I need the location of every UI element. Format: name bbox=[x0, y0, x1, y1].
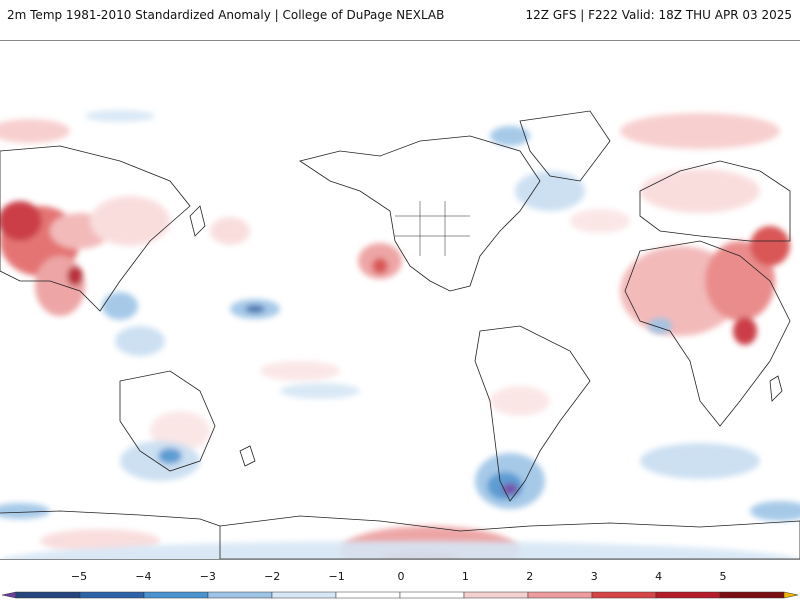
colorbar-svg bbox=[1, 591, 799, 599]
run-info: 12Z GFS | F222 Valid: 18Z THU APR 03 202… bbox=[525, 8, 792, 22]
header: 2m Temp 1981-2010 Standardized Anomaly |… bbox=[0, 0, 800, 32]
colorbar-segment bbox=[527, 591, 593, 599]
madagascar-outline bbox=[769, 375, 783, 402]
colorbar-max-arrow bbox=[783, 591, 799, 599]
colorbar-tick-label: −5 bbox=[70, 570, 88, 583]
colorbar-segment bbox=[655, 591, 721, 599]
south-america-outline bbox=[474, 325, 591, 502]
australia-outline bbox=[119, 370, 216, 472]
antarctica-outline bbox=[219, 515, 800, 559]
europe-outline bbox=[639, 160, 791, 242]
antarctica-west-outline bbox=[0, 510, 221, 527]
colorbar-tick-label: 4 bbox=[655, 570, 663, 583]
colorbar-tick-label: −3 bbox=[199, 570, 216, 583]
colorbar-segment bbox=[719, 591, 785, 599]
colorbar-segment bbox=[207, 591, 273, 599]
coastlines bbox=[0, 110, 800, 559]
colorbar-segment bbox=[399, 591, 465, 599]
colorbar-tick-label: 5 bbox=[719, 570, 727, 583]
colorbar-tick-label: 3 bbox=[590, 570, 598, 583]
colorbar-segment bbox=[15, 591, 81, 599]
new-zealand-outline bbox=[239, 445, 256, 467]
greenland-outline bbox=[519, 110, 611, 182]
asia-outline bbox=[0, 145, 191, 312]
map-title: 2m Temp 1981-2010 Standardized Anomaly |… bbox=[7, 8, 445, 22]
colorbar: −5 −4 −3 −2 −1 0 1 2 3 4 5 bbox=[0, 570, 800, 600]
world-map[interactable] bbox=[0, 40, 800, 560]
africa-outline bbox=[624, 240, 791, 427]
colorbar-segment bbox=[591, 591, 657, 599]
japan-outline bbox=[189, 205, 206, 237]
north-america-outline bbox=[299, 135, 541, 292]
warm-anomalies bbox=[0, 113, 790, 559]
colorbar-tick-label: −1 bbox=[328, 570, 345, 583]
colorbar-min-arrow bbox=[1, 591, 17, 599]
colorbar-tick-label: 0 bbox=[397, 570, 405, 583]
map-canvas bbox=[0, 41, 800, 559]
colorbar-tick-label: −2 bbox=[264, 570, 281, 583]
colorbar-segment bbox=[271, 591, 337, 599]
us-state-lines bbox=[395, 201, 470, 256]
colorbar-segment bbox=[335, 591, 401, 599]
colorbar-tick-label: −4 bbox=[135, 570, 152, 583]
colorbar-tick-label: 2 bbox=[526, 570, 534, 583]
colorbar-segment bbox=[463, 591, 529, 599]
colorbar-segment bbox=[79, 591, 145, 599]
colorbar-tick-label: 1 bbox=[461, 570, 469, 583]
colorbar-segment bbox=[143, 591, 209, 599]
